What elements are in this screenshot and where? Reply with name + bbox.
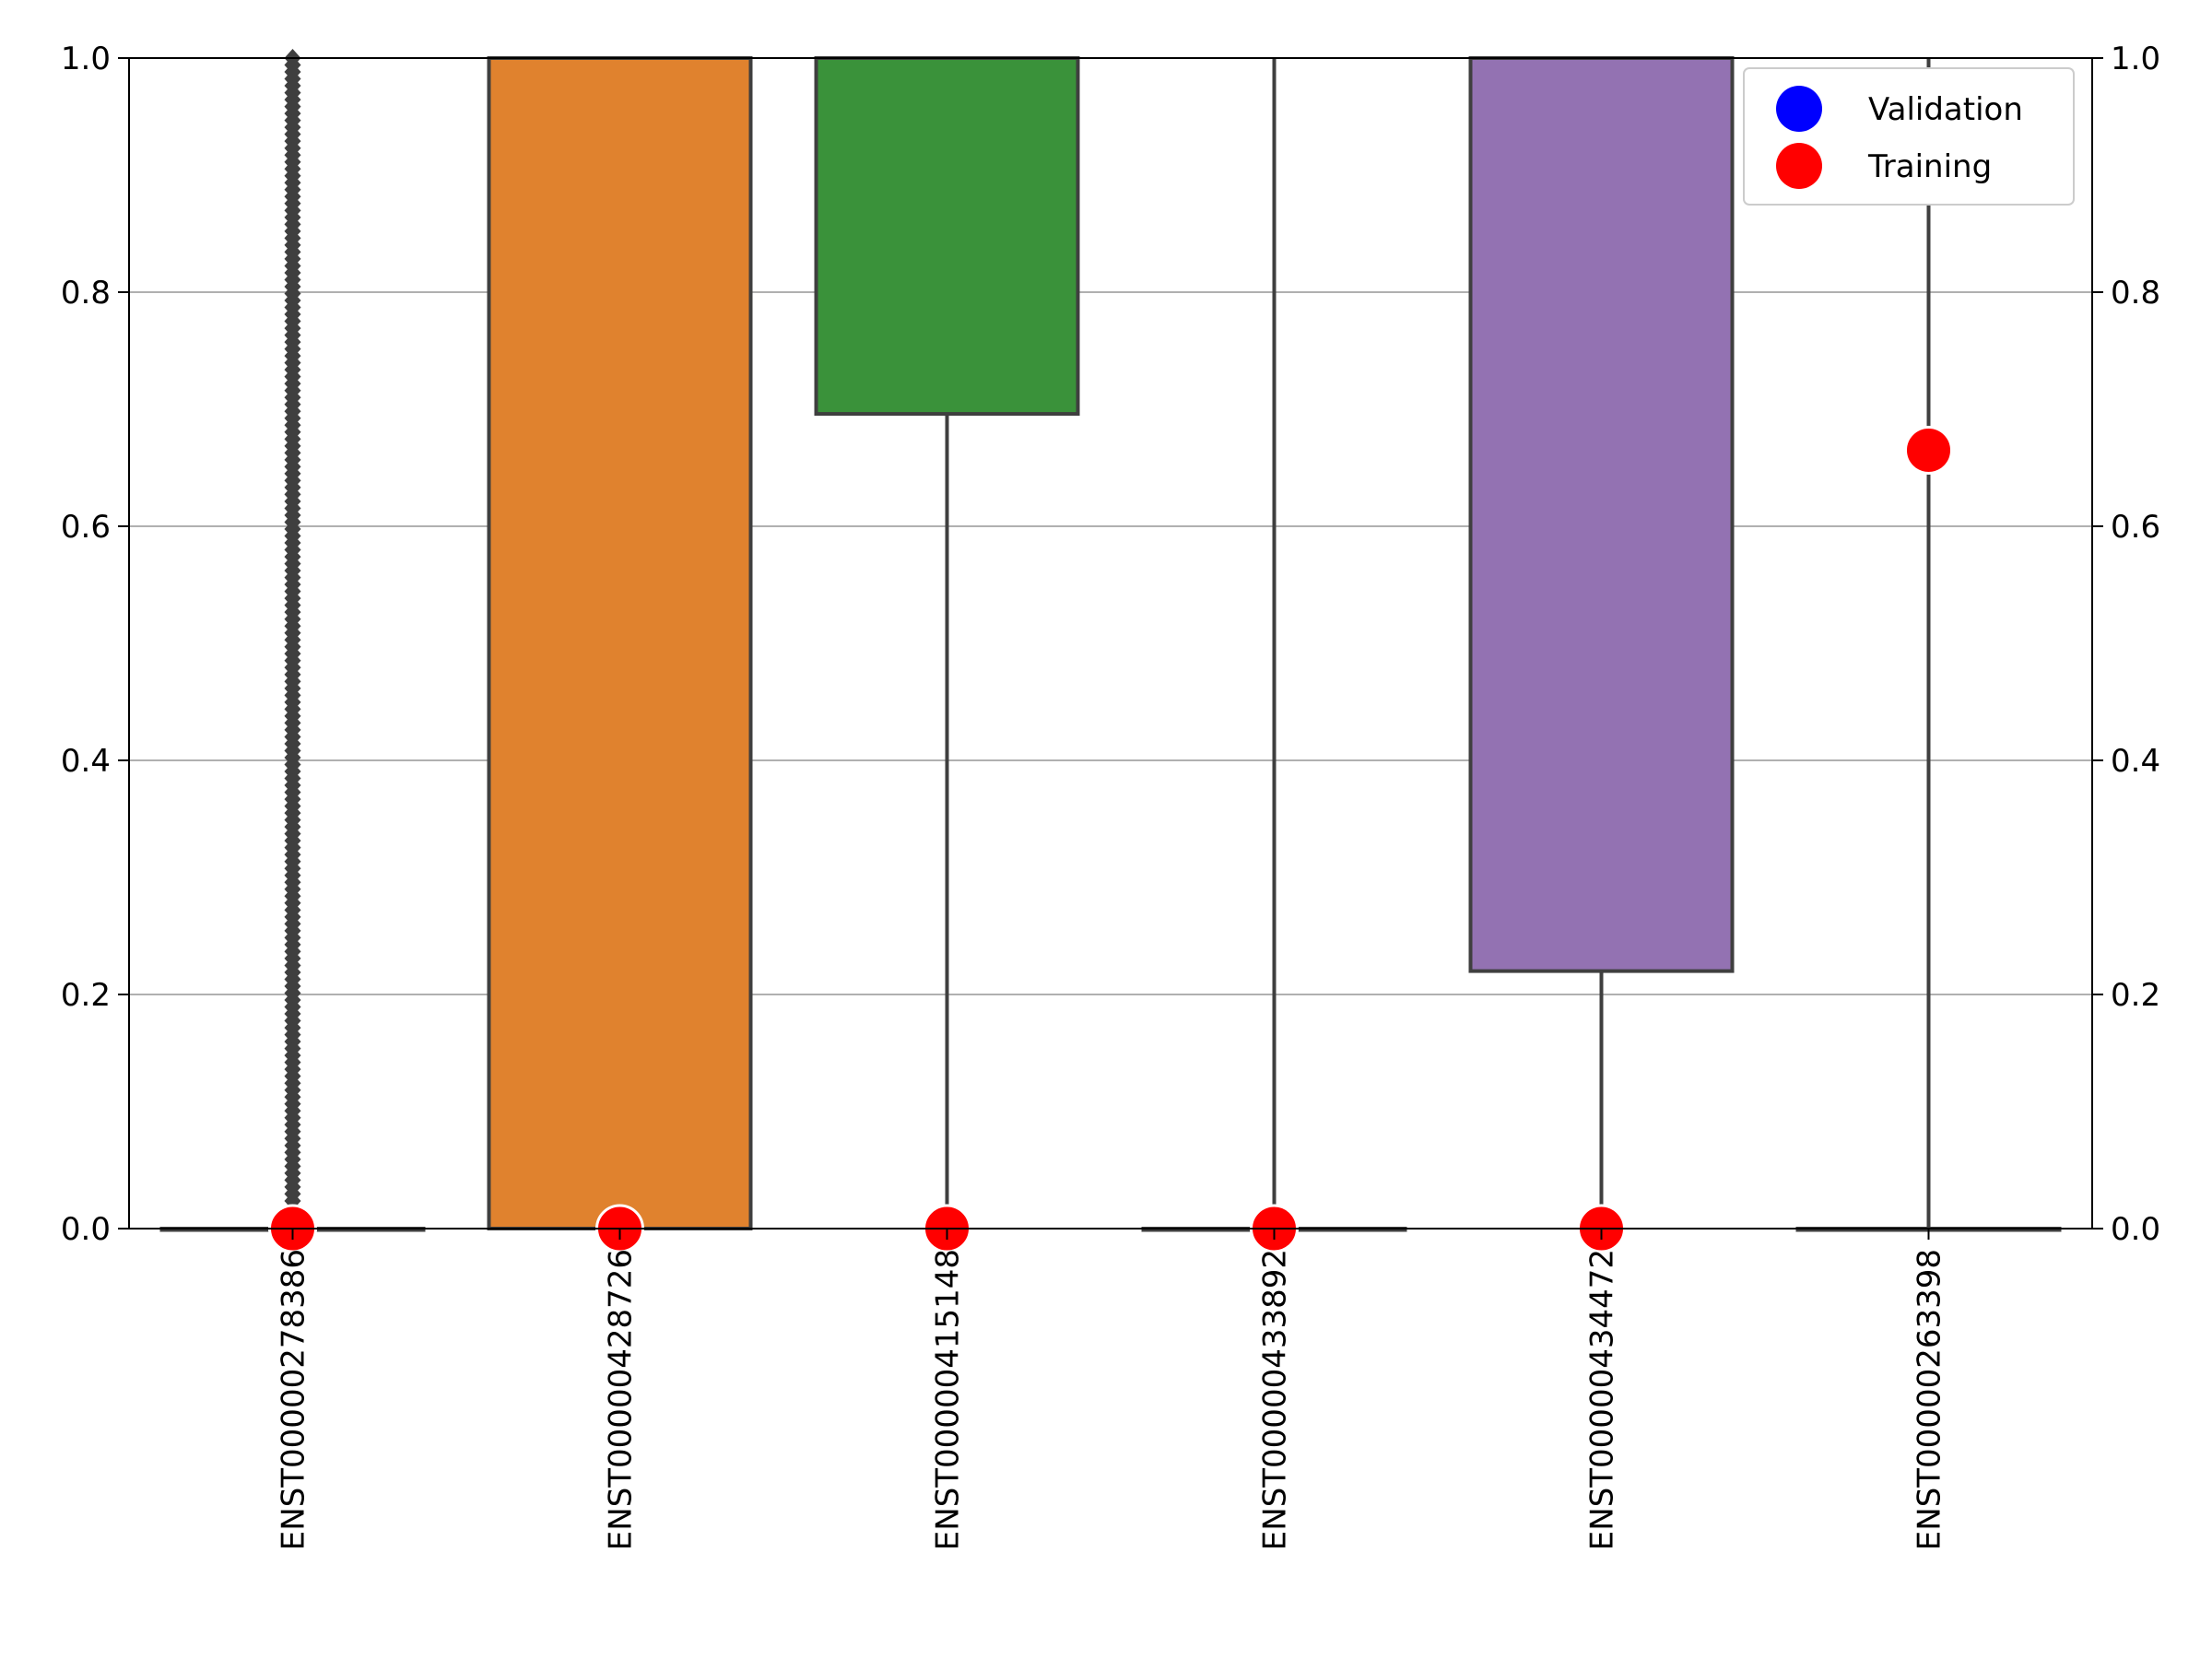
legend-marker-training	[1776, 143, 1822, 189]
y-left-tick-label-1: 0.2	[61, 977, 111, 1014]
y-left-tick-label-5: 1.0	[61, 41, 111, 77]
point-training-5	[1904, 425, 1953, 475]
x-axis: ENST00000278386 ENST00000428726 ENST000004…	[276, 1229, 1948, 1550]
legend: Validation Training	[1743, 67, 2075, 206]
x-tick-label-0: ENST00000278386	[276, 1249, 312, 1550]
box-body-1	[487, 56, 753, 1230]
y-left-tick-label-4: 0.8	[61, 275, 111, 312]
x-tick-label-4: ENST00000434472	[1584, 1249, 1621, 1550]
box-5	[1795, 58, 2062, 1232]
legend-marker-validation	[1776, 86, 1822, 132]
x-tick-label-2: ENST00000415148	[930, 1249, 967, 1550]
x-tick-label-1: ENST00000428726	[603, 1249, 640, 1550]
plot-frame	[128, 57, 2093, 1230]
y-axis-left: 0.0 0.2 0.4 0.6 0.8 1.0	[61, 41, 129, 1248]
plot-axes	[128, 57, 2093, 1230]
x-tick-label-3: ENST00000433892	[1257, 1249, 1294, 1550]
legend-label-training: Training	[1867, 148, 1992, 185]
box-body-2	[814, 56, 1080, 417]
box-plot-series	[159, 49, 2062, 1238]
box-1	[487, 56, 753, 1230]
x-tick-label-5: ENST00000263398	[1912, 1249, 1948, 1550]
y-left-tick-label-3: 0.6	[61, 509, 111, 546]
box-4	[1468, 56, 1735, 1229]
box-body-4	[1468, 56, 1735, 973]
legend-label-validation: Validation	[1868, 91, 2023, 128]
y-right-tick-label-5: 1.0	[2111, 41, 2160, 77]
y-left-tick-label-2: 0.4	[61, 743, 111, 780]
grid-lines	[129, 57, 2092, 1230]
y-right-tick-label-0: 0.0	[2111, 1211, 2160, 1248]
y-right-tick-label-2: 0.4	[2111, 743, 2160, 780]
legend-box	[1743, 67, 2075, 206]
y-right-tick-label-1: 0.2	[2111, 977, 2160, 1014]
y-left-tick-label-0: 0.0	[61, 1211, 111, 1248]
y-right-tick-label-4: 0.8	[2111, 275, 2160, 312]
y-right-tick-label-3: 0.6	[2111, 509, 2160, 546]
outliers-0	[284, 49, 301, 1238]
y-axis-right: 0.0 0.2 0.4 0.6 0.8 1.0	[2092, 41, 2160, 1248]
box-2	[814, 56, 1080, 1229]
box-3	[1141, 58, 1407, 1232]
